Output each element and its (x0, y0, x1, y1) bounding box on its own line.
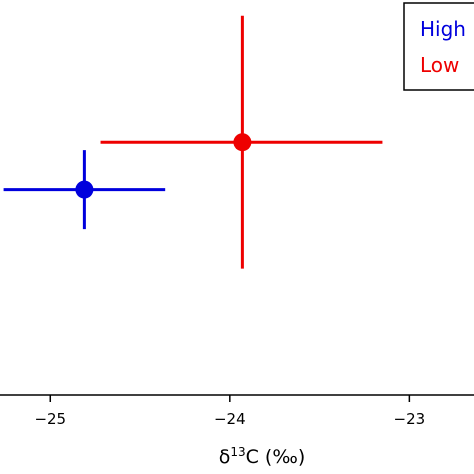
legend-box (403, 2, 474, 91)
legend-label-high: High (420, 17, 466, 41)
data-point-low (233, 133, 252, 152)
x-tick-label: −24 (214, 410, 246, 428)
x-axis-title: δ13C (‰) (219, 445, 306, 468)
x-tick-label: −25 (34, 410, 66, 428)
legend: High Low (403, 2, 474, 91)
plot-area (3, 15, 383, 269)
data-point-high (75, 180, 94, 199)
x-tick-label: −23 (394, 410, 426, 428)
legend-label-low: Low (420, 53, 459, 77)
x-axis-ticks: −25 −24 −23 (34, 395, 425, 428)
